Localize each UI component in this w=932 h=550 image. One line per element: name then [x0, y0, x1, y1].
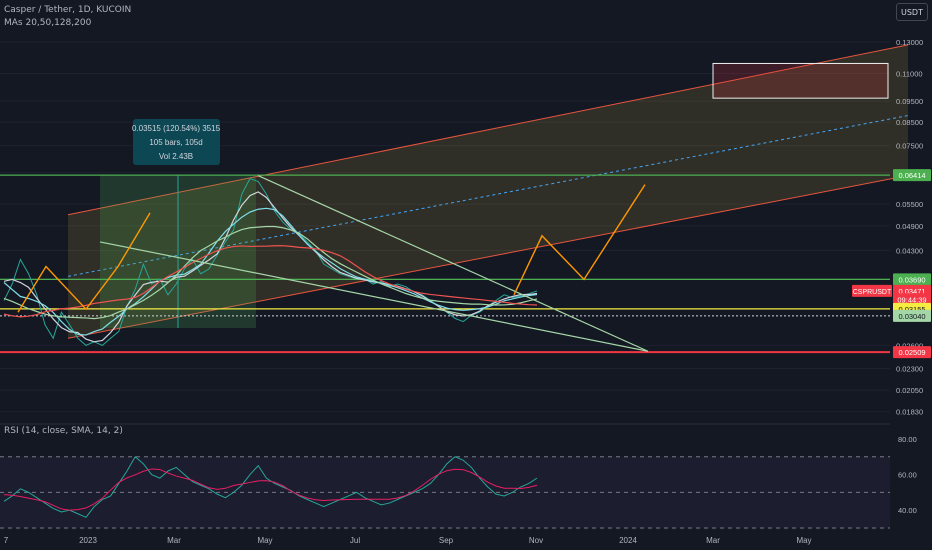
- symbol-tag: CSPRUSDT: [853, 289, 892, 296]
- projection-past: [17, 212, 151, 313]
- rsi-ma-line: [3, 468, 538, 511]
- measure-tooltip: 0.03515 (120.54%) 3515 105 bars, 105d Vo…: [132, 119, 221, 165]
- moving-average-2: [3, 225, 538, 320]
- x-tick-label-1: 2023: [79, 536, 97, 545]
- price-label-2: 0.03471: [898, 287, 925, 296]
- y-tick-label-0: 0.13000: [896, 38, 923, 47]
- y-tick-label-4: 0.07500: [896, 142, 923, 151]
- rsi-tick-label-2: 40.00: [898, 506, 917, 515]
- axes: 0.130000.110000.095000.085000.075000.065…: [4, 38, 931, 545]
- x-tick-label-3: May: [257, 536, 272, 545]
- channel-lower-line: [67, 175, 909, 339]
- indicator-label: MAs 20,50,128,200: [4, 18, 92, 28]
- y-tick-label-2: 0.09500: [896, 97, 923, 106]
- price-label-bg-5: [893, 309, 931, 322]
- x-tick-label-4: Jul: [350, 536, 360, 545]
- price-label-1: 0.03690: [898, 275, 925, 284]
- y-tick-label-11: 0.02300: [896, 364, 923, 373]
- price-label-4: 0.03155: [898, 305, 925, 314]
- rsi-pane: 80.00 60.00 40.00: [0, 423, 917, 529]
- channel-mid-line: [67, 115, 909, 277]
- regression-channel: [67, 44, 909, 339]
- price-label-bg-6: [893, 346, 931, 359]
- rsi-label: RSI (14, close, SMA, 14, 2): [4, 426, 123, 436]
- channel-fill: [68, 44, 908, 339]
- rsi-line: [3, 455, 538, 518]
- price-label-6: 0.02509: [898, 348, 925, 357]
- chart-title: Casper / Tether, 1D, KUCOIN: [4, 5, 132, 15]
- y-tick-label-10: 0.02600: [896, 341, 923, 350]
- channel-upper-line: [67, 44, 909, 216]
- rsi-tick-label-0: 80.00: [898, 435, 917, 444]
- y-tick-label-1: 0.11000: [896, 69, 923, 78]
- horizontal-levels: [0, 174, 890, 354]
- currency-button[interactable]: USDT: [896, 3, 928, 21]
- x-tick-label-9: May: [796, 536, 811, 545]
- y-tick-label-12: 0.02050: [896, 386, 923, 395]
- price-label-bg-1: [893, 273, 931, 286]
- x-tick-label-0: 7: [4, 536, 9, 545]
- measure-tooltip-line2: 105 bars, 105d: [149, 138, 202, 147]
- x-tick-label-6: Nov: [529, 536, 543, 545]
- price-series: [3, 177, 538, 346]
- wedge-upper-line: [257, 175, 649, 352]
- measure-tooltip-line1: 0.03515 (120.54%) 3515: [132, 124, 221, 133]
- price-label-3: 09:44:39: [897, 295, 926, 304]
- rsi-band: [0, 456, 890, 528]
- rsi-tick-label-1: 60.00: [898, 471, 917, 480]
- projection-future: [513, 184, 646, 296]
- x-tick-label-8: Mar: [706, 536, 720, 545]
- y-tick-label-13: 0.01830: [896, 408, 923, 417]
- price-label-bg-3: [893, 293, 931, 306]
- drawings: [17, 175, 649, 352]
- y-tick-label-7: 0.04900: [896, 222, 923, 231]
- x-tick-label-7: 2024: [619, 536, 637, 545]
- moving-average-3: [3, 245, 538, 318]
- target-box: [712, 62, 889, 99]
- y-tick-label-6: 0.05500: [896, 200, 923, 209]
- symbol-tag-bg: [852, 284, 892, 297]
- moving-average-0: [3, 191, 538, 343]
- price-label-0: 0.06414: [898, 171, 925, 180]
- y-tick-label-8: 0.04300: [896, 247, 923, 256]
- price-label-bg-0: [893, 169, 931, 182]
- wedge-lower-line: [99, 241, 649, 352]
- x-tick-label-2: Mar: [167, 536, 181, 545]
- x-tick-label-5: Sep: [439, 536, 454, 545]
- measure-tooltip-box: [133, 119, 220, 165]
- moving-average-1: [3, 207, 538, 336]
- y-tick-label-3: 0.08500: [896, 118, 923, 127]
- measure-tooltip-line3: Vol 2.43B: [159, 152, 193, 161]
- price-label-5: 0.03040: [898, 312, 925, 321]
